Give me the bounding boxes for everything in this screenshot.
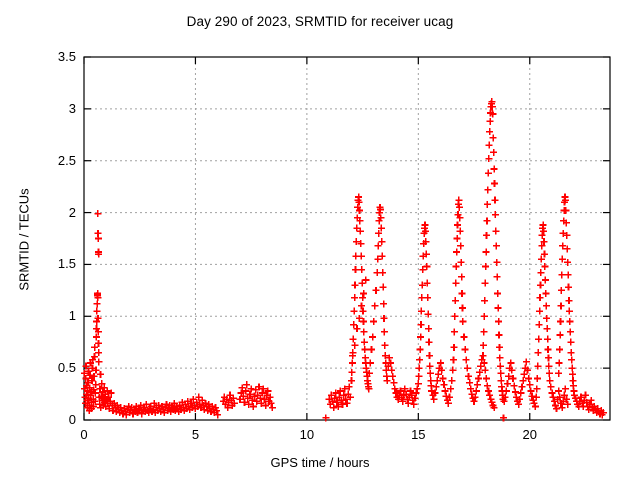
chart-title: Day 290 of 2023, SRMTID for receiver uca… [186, 14, 454, 29]
x-tick-label: 0 [80, 427, 88, 442]
y-tick-label: 3.5 [57, 49, 76, 64]
grid-lines [85, 58, 609, 419]
y-tick-label: 0.5 [57, 360, 76, 376]
y-tick-label: 1 [68, 308, 76, 324]
y-tick-label: 2 [68, 204, 76, 220]
y-tick-label: 2.5 [57, 152, 76, 168]
x-tick-label: 10 [299, 427, 315, 442]
y-tick-label: 0 [68, 412, 76, 427]
y-axis-label: SRMTID / TECUs [16, 188, 32, 291]
x-tick-label: 5 [191, 427, 200, 442]
y-tick-label: 1.5 [57, 256, 76, 272]
x-tick-label: 15 [411, 427, 426, 442]
y-tick-label: 3 [68, 100, 76, 116]
x-axis-label: GPS time / hours [270, 455, 370, 470]
axis-ticks [83, 56, 610, 421]
data-points-layer [80, 98, 607, 422]
plot-frame [83, 56, 611, 421]
x-tick-label: 20 [522, 427, 537, 442]
